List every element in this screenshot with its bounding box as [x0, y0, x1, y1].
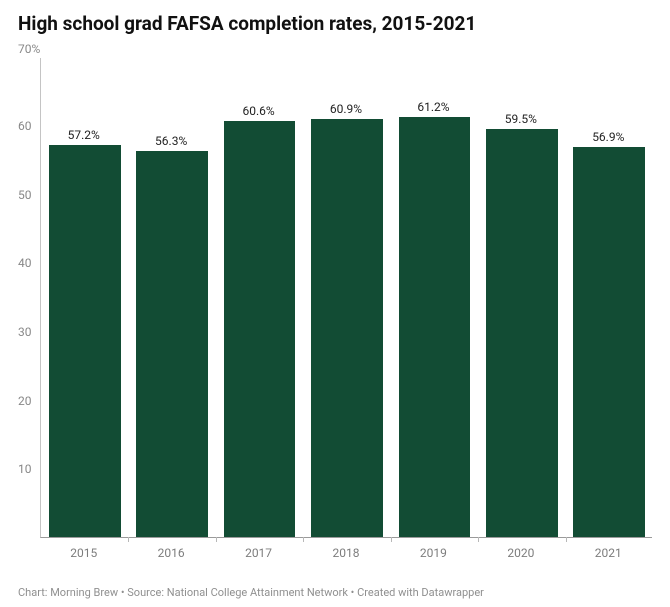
plot-area	[40, 58, 652, 538]
bar	[573, 147, 645, 537]
x-axis-label: 2017	[245, 546, 272, 560]
x-axis-tick	[303, 537, 304, 542]
chart-footer: Chart: Morning Brew • Source: National C…	[18, 586, 484, 599]
x-axis-label: 2020	[507, 546, 534, 560]
bar	[49, 145, 121, 537]
y-axis-label: 40	[18, 256, 32, 270]
y-axis-label: 10	[18, 462, 32, 476]
bar	[136, 151, 208, 537]
x-axis-label: 2019	[420, 546, 447, 560]
x-axis-label: 2016	[158, 546, 185, 560]
x-axis-label: 2018	[333, 546, 360, 560]
x-axis-tick	[391, 537, 392, 542]
chart-container: 70% 10 20 30 40 50 60 57.2% 2015 56.3% 2016 60.6% 20…	[18, 42, 652, 564]
bar	[224, 121, 296, 537]
bar	[399, 117, 471, 537]
x-axis-tick	[128, 537, 129, 542]
bar-value-label: 61.2%	[417, 100, 449, 114]
y-axis-label: 50	[18, 188, 32, 202]
bar-value-label: 56.9%	[592, 130, 624, 144]
bar-value-label: 60.6%	[242, 104, 274, 118]
bar-value-label: 60.9%	[330, 102, 362, 116]
y-axis-label: 30	[18, 325, 32, 339]
bar-value-label: 57.2%	[68, 128, 100, 142]
bar	[486, 129, 558, 537]
x-axis-tick	[216, 537, 217, 542]
y-axis-label: 60	[18, 119, 32, 133]
y-axis-max-label: 70%	[18, 42, 40, 56]
bar	[311, 119, 383, 537]
x-axis-tick	[478, 537, 479, 542]
bar-value-label: 59.5%	[505, 112, 537, 126]
x-axis-label: 2015	[70, 546, 97, 560]
bar-value-label: 56.3%	[155, 134, 187, 148]
x-axis-label: 2021	[595, 546, 622, 560]
chart-title: High school grad FAFSA completion rates,…	[18, 12, 652, 36]
y-axis-label: 20	[18, 394, 32, 408]
x-axis-tick	[566, 537, 567, 542]
